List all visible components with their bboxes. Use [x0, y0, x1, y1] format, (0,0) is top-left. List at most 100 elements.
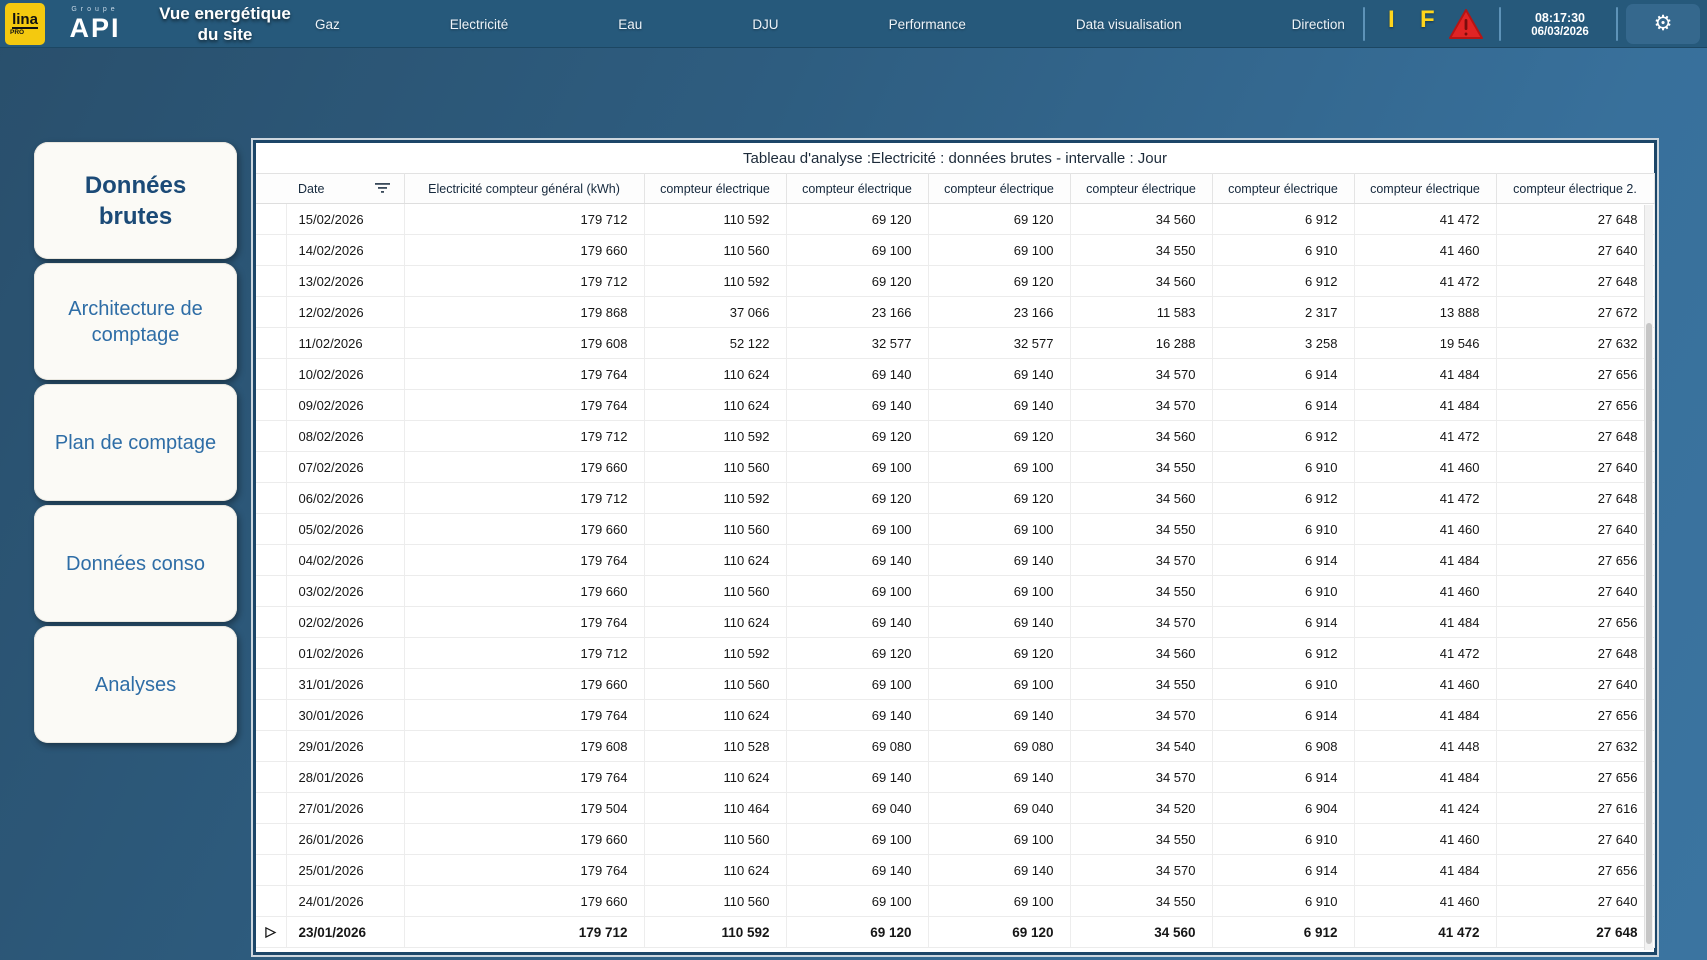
cell-value-8: 27 648 [1496, 637, 1655, 669]
column-header-8[interactable]: compteur électrique 2. [1496, 173, 1655, 204]
table-row[interactable]: 01/02/2026 179 712 110 592 69 120 69 120 34 5… [256, 637, 1655, 669]
column-header-2[interactable]: compteur électrique [644, 173, 787, 204]
table-row[interactable]: ▷ 23/01/2026 179 712 110 592 69 120 69 120 34 … [256, 916, 1655, 948]
table-row[interactable]: 12/02/2026 179 868 37 066 23 166 23 166 11 58… [256, 296, 1655, 328]
table-row[interactable]: 05/02/2026 179 660 110 560 69 100 69 100 34 5… [256, 513, 1655, 545]
cell-value-7: 41 460 [1354, 885, 1497, 917]
cell-value-3: 69 140 [786, 606, 929, 638]
sidebar-tab-architecture-de-comptage[interactable]: Architecture de comptage [34, 263, 237, 380]
cell-value-1: 179 712 [404, 482, 645, 514]
table-row[interactable]: 06/02/2026 179 712 110 592 69 120 69 120 34 5… [256, 482, 1655, 514]
cell-date: 11/02/2026 [286, 327, 405, 359]
cell-date: 04/02/2026 [286, 544, 405, 576]
nav-item-eau[interactable]: Eau [618, 16, 643, 32]
table-scrollbar[interactable] [1644, 205, 1653, 950]
settings-button[interactable]: ⚙ [1626, 4, 1700, 44]
table-row[interactable]: 29/01/2026 179 608 110 528 69 080 69 080 34 5… [256, 730, 1655, 762]
cell-value-1: 179 712 [404, 265, 645, 297]
table-row[interactable]: 28/01/2026 179 764 110 624 69 140 69 140 34 5… [256, 761, 1655, 793]
table-row[interactable]: 03/02/2026 179 660 110 560 69 100 69 100 34 5… [256, 575, 1655, 607]
cell-value-5: 34 550 [1070, 451, 1213, 483]
table-row[interactable]: 02/02/2026 179 764 110 624 69 140 69 140 34 5… [256, 606, 1655, 638]
cell-value-5: 34 550 [1070, 575, 1213, 607]
cell-value-2: 37 066 [644, 296, 787, 328]
table-row[interactable]: 08/02/2026 179 712 110 592 69 120 69 120 34 5… [256, 420, 1655, 452]
table-row[interactable]: 14/02/2026 179 660 110 560 69 100 69 100 34 5… [256, 234, 1655, 266]
cell-value-2: 110 592 [644, 203, 787, 235]
sidebar-tab-analyses[interactable]: Analyses [34, 626, 237, 743]
table-row[interactable]: 27/01/2026 179 504 110 464 69 040 69 040 34 5… [256, 792, 1655, 824]
nav-item-performance[interactable]: Performance [888, 16, 966, 32]
column-header-7[interactable]: compteur électrique [1354, 173, 1497, 204]
cell-value-1: 179 660 [404, 668, 645, 700]
cell-value-4: 69 080 [928, 730, 1071, 762]
column-header-6[interactable]: compteur électrique [1212, 173, 1355, 204]
nav-item-electricit-[interactable]: Electricité [449, 16, 509, 32]
table-row[interactable]: 09/02/2026 179 764 110 624 69 140 69 140 34 5… [256, 389, 1655, 421]
table-row[interactable]: 13/02/2026 179 712 110 592 69 120 69 120 34 5… [256, 265, 1655, 297]
row-expand-cell [256, 203, 287, 235]
cell-value-3: 69 120 [786, 916, 929, 948]
cell-value-1: 179 660 [404, 575, 645, 607]
scrollbar-thumb[interactable] [1646, 323, 1652, 944]
table-row[interactable]: 11/02/2026 179 608 52 122 32 577 32 577 16 28… [256, 327, 1655, 359]
row-expand-cell [256, 823, 287, 855]
cell-date: 24/01/2026 [286, 885, 405, 917]
nav-item-direction[interactable]: Direction [1291, 16, 1345, 32]
table-row[interactable]: 31/01/2026 179 660 110 560 69 100 69 100 34 5… [256, 668, 1655, 700]
table-row[interactable]: 10/02/2026 179 764 110 624 69 140 69 140 34 5… [256, 358, 1655, 390]
column-header-5[interactable]: compteur électrique [1070, 173, 1213, 204]
page-title-line1: Vue energétique [159, 4, 291, 23]
cell-value-8: 27 640 [1496, 885, 1655, 917]
cell-value-6: 6 910 [1212, 513, 1355, 545]
cell-value-2: 110 592 [644, 265, 787, 297]
cell-date: 05/02/2026 [286, 513, 405, 545]
cell-date: 23/01/2026 [286, 916, 405, 948]
cell-value-1: 179 712 [404, 637, 645, 669]
cell-value-7: 41 448 [1354, 730, 1497, 762]
column-header-4[interactable]: compteur électrique [928, 173, 1071, 204]
sidebar-tab-donn-es-conso[interactable]: Données conso [34, 505, 237, 622]
page-title-line2: du site [197, 25, 253, 44]
table-row[interactable]: 25/01/2026 179 764 110 624 69 140 69 140 34 5… [256, 854, 1655, 886]
cell-value-4: 69 140 [928, 699, 1071, 731]
column-header-1[interactable]: Electricité compteur général (kWh) [404, 173, 645, 204]
cell-value-4: 69 100 [928, 234, 1071, 266]
row-expand-cell [256, 575, 287, 607]
table-row[interactable]: 15/02/2026 179 712 110 592 69 120 69 120 34 5… [256, 203, 1655, 235]
cell-value-2: 110 624 [644, 761, 787, 793]
cell-value-5: 34 570 [1070, 854, 1213, 886]
column-header-date[interactable]: Date [286, 173, 405, 204]
cell-date: 02/02/2026 [286, 606, 405, 638]
column-header-3[interactable]: compteur électrique [786, 173, 929, 204]
table-row[interactable]: 26/01/2026 179 660 110 560 69 100 69 100 34 5… [256, 823, 1655, 855]
nav-item-dju[interactable]: DJU [752, 16, 779, 32]
cell-date: 30/01/2026 [286, 699, 405, 731]
alert-warning-icon[interactable] [1448, 8, 1484, 40]
filter-icon[interactable] [374, 182, 390, 197]
nav-item-gaz[interactable]: Gaz [315, 16, 340, 32]
cell-value-4: 32 577 [928, 327, 1071, 359]
cell-value-8: 27 656 [1496, 761, 1655, 793]
nav-item-data-visualisation[interactable]: Data visualisation [1075, 16, 1182, 32]
page-title: Vue energétique du site [140, 2, 310, 46]
sidebar-tab-donn-es-brutes[interactable]: Données brutes [34, 142, 237, 259]
cell-value-5: 34 570 [1070, 699, 1213, 731]
cell-date: 12/02/2026 [286, 296, 405, 328]
table-row[interactable]: 07/02/2026 179 660 110 560 69 100 69 100 34 5… [256, 451, 1655, 483]
cell-value-5: 34 570 [1070, 358, 1213, 390]
table-row[interactable]: 04/02/2026 179 764 110 624 69 140 69 140 34 5… [256, 544, 1655, 576]
row-expand-icon[interactable]: ▷ [256, 916, 287, 948]
cell-value-5: 34 560 [1070, 482, 1213, 514]
cell-value-3: 69 140 [786, 544, 929, 576]
cell-value-4: 23 166 [928, 296, 1071, 328]
cell-value-1: 179 608 [404, 327, 645, 359]
table-row[interactable]: 24/01/2026 179 660 110 560 69 100 69 100 34 5… [256, 885, 1655, 917]
row-expand-cell [256, 606, 287, 638]
cell-value-5: 34 570 [1070, 761, 1213, 793]
cell-value-5: 34 560 [1070, 916, 1213, 948]
table-row[interactable]: 30/01/2026 179 764 110 624 69 140 69 140 34 5… [256, 699, 1655, 731]
cell-value-8: 27 656 [1496, 854, 1655, 886]
sidebar-tab-plan-de-comptage[interactable]: Plan de comptage [34, 384, 237, 501]
